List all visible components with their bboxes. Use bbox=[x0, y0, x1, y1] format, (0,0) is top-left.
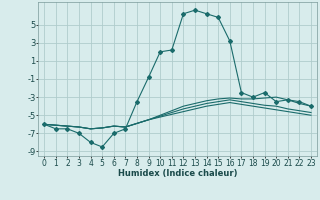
X-axis label: Humidex (Indice chaleur): Humidex (Indice chaleur) bbox=[118, 169, 237, 178]
